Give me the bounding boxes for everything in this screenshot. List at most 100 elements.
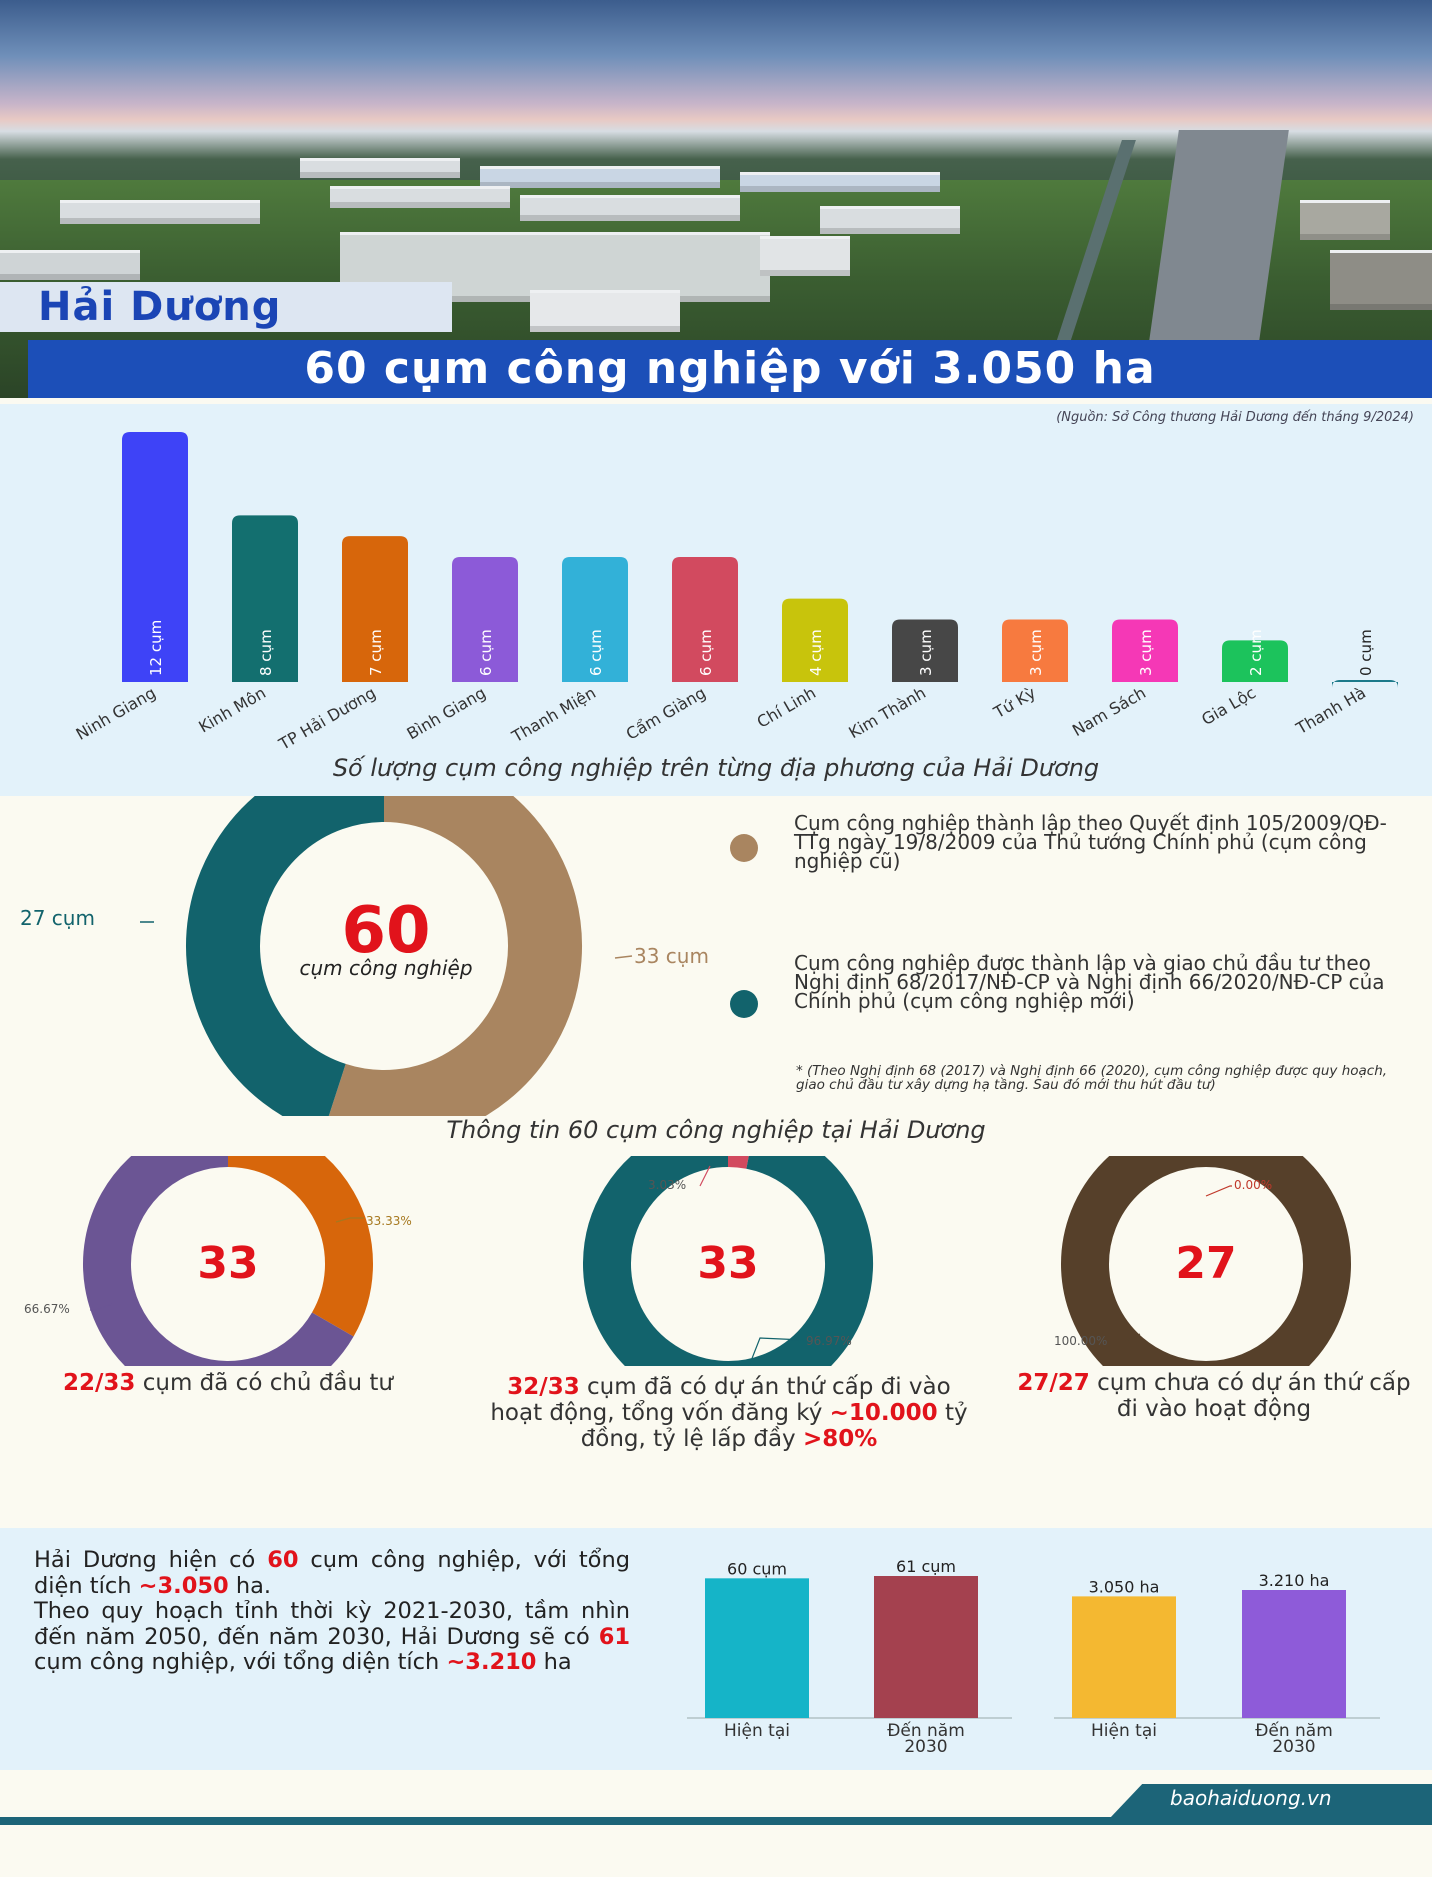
chart-title: Số lượng cụm công nghiệp trên từng địa p… [332, 754, 1100, 782]
donut-charts-small [83, 1156, 1351, 1366]
bar-value-label: 0 cụm [1357, 629, 1375, 676]
donut1-slice [83, 1156, 354, 1366]
leader-line [90, 1303, 113, 1311]
donut-chart-main [140, 796, 633, 1116]
bar [1112, 619, 1178, 682]
site-link[interactable]: baohaiduong.vn [1170, 1786, 1332, 1810]
compare-value-label: 3.210 ha [1259, 1571, 1330, 1590]
bar-value-label: 3 cụm [917, 629, 935, 676]
donut1-pct-a: 33.33% [366, 1214, 412, 1228]
donut-label-left: 27 cụm [20, 906, 95, 930]
donut2-caption: 32/33 cụm đã có dự án thứ cấp đi vào hoạ… [490, 1374, 968, 1452]
legend-text-new: Cụm công nghiệp được thành lập và giao c… [794, 951, 1385, 1013]
category-label: Thanh Hà [1292, 683, 1369, 738]
bar-value-label: 7 cụm [367, 629, 385, 676]
donut3-slice [1061, 1156, 1351, 1366]
donut-label-right: 33 cụm [634, 944, 709, 968]
section-donut-main: 60 cụm công nghiệp 27 cụm 33 cụm Cụm côn… [0, 796, 1432, 1156]
section-bar-chart: (Nguồn: Sở Công thương Hải Dương đến thá… [0, 404, 1432, 796]
bar-value-label: 12 cụm [147, 620, 165, 676]
legend-text-old: Cụm công nghiệp thành lập theo Quyết địn… [794, 811, 1387, 873]
donut2-pct-b: 96.97% [806, 1334, 852, 1348]
bar-value-label: 2 cụm [1247, 629, 1265, 676]
legend-dot-new [730, 990, 758, 1018]
donut-center-label: cụm công nghiệp [299, 956, 473, 980]
leader-line [1123, 1333, 1141, 1343]
bar [1222, 640, 1288, 682]
bar-value-label: 3 cụm [1137, 629, 1155, 676]
donut3-pct-b: 100.00% [1054, 1334, 1108, 1348]
compare-value-label: 61 cụm [896, 1557, 956, 1576]
compare-category-label: 2030 [904, 1737, 947, 1757]
donut2-slice [583, 1156, 873, 1366]
bar-value-label: 6 cụm [697, 629, 715, 676]
bar-chart: 12 cụm Ninh Giang 8 cụm Kinh Môn 7 cụm TP Hải… [73, 432, 1398, 754]
bar-value-label: 4 cụm [807, 629, 825, 676]
leader-line [335, 1217, 364, 1223]
compare-value-label: 3.050 ha [1089, 1577, 1160, 1596]
section-summary: Hải Dương hiện có 60 cụm công nghiệp, vớ… [0, 1528, 1432, 1770]
compare-category-label: Hiện tại [724, 1721, 790, 1741]
bar [1002, 619, 1068, 682]
bar [452, 557, 518, 682]
donut3-pct-a: 0.00% [1234, 1178, 1273, 1192]
compare-value-label: 60 cụm [727, 1559, 787, 1578]
donut2-number: 33 [697, 1238, 759, 1289]
hero-photo [0, 0, 1432, 398]
leader-line [1205, 1185, 1232, 1197]
page-title: 60 cụm công nghiệp với 3.050 ha [28, 340, 1432, 398]
compare-category-label: 2030 [1272, 1737, 1315, 1757]
hero-label: Hải Dương [0, 282, 452, 332]
footer-tab [1110, 1784, 1432, 1818]
leader-line [699, 1165, 711, 1187]
bar-value-label: 6 cụm [587, 629, 605, 676]
category-label: Cẩm Giàng [623, 683, 709, 744]
category-label: Bình Giang [404, 683, 489, 743]
compare-bar [705, 1578, 809, 1718]
category-label: Ninh Giang [73, 683, 159, 744]
bar [562, 557, 628, 682]
compare-bar [1072, 1596, 1176, 1718]
donut1-caption: 22/33 cụm đã có chủ đầu tư [63, 1370, 393, 1396]
compare-category-label: Hiện tại [1091, 1721, 1157, 1741]
donut-main-slice [186, 796, 385, 1116]
category-label: Kim Thành [845, 683, 929, 742]
category-label: Nam Sách [1069, 683, 1149, 740]
category-label: Tứ Kỳ [990, 683, 1039, 722]
category-label: TP Hải Dương [275, 683, 379, 754]
compare-category-label: Đến năm [1255, 1720, 1333, 1741]
donut-center-number: 60 [341, 894, 431, 968]
category-label: Kinh Môn [195, 683, 269, 736]
bar [672, 557, 738, 682]
bar-value-label: 8 cụm [257, 629, 275, 676]
category-label: Gia Lộc [1198, 683, 1259, 729]
bar [342, 536, 408, 682]
legend-dot-old [730, 834, 758, 862]
footer-line [0, 1817, 1432, 1825]
donut-main-slice [328, 796, 582, 1116]
donut1-slice [227, 1156, 373, 1337]
bar [782, 598, 848, 682]
bar [122, 432, 188, 682]
donut3-number: 27 [1175, 1238, 1237, 1289]
donut1-number: 33 [197, 1238, 259, 1289]
leader-line [614, 955, 633, 959]
bar [1332, 680, 1398, 688]
donut3-caption: 27/27 cụm chưa có dự án thứ cấp đi vào h… [1017, 1370, 1411, 1422]
section-title: Thông tin 60 cụm công nghiệp tại Hải Dươ… [446, 1116, 986, 1144]
compare-category-label: Đến năm [887, 1720, 965, 1741]
bar-value-label: 6 cụm [477, 629, 495, 676]
category-label: Chí Linh [754, 683, 819, 732]
donut2-pct-a: 3.03% [648, 1178, 687, 1192]
source-note: (Nguồn: Sở Công thương Hải Dương đến thá… [1056, 410, 1414, 425]
bar [892, 619, 958, 682]
compare-bar [874, 1576, 978, 1718]
leader-line [748, 1337, 805, 1366]
bar-value-label: 3 cụm [1027, 629, 1045, 676]
summary-text: Hải Dương hiện có 60 cụm công nghiệp, vớ… [34, 1547, 630, 1675]
category-label: Thanh Miện [508, 683, 599, 747]
compare-bar [1242, 1590, 1346, 1718]
section-three-donuts: 33 33 27 33.33% 66.67% 3.03% 96.97% 0.00… [0, 1156, 1432, 1526]
footnote: * (Theo Nghị định 68 (2017) và Nghị định… [796, 1063, 1388, 1093]
